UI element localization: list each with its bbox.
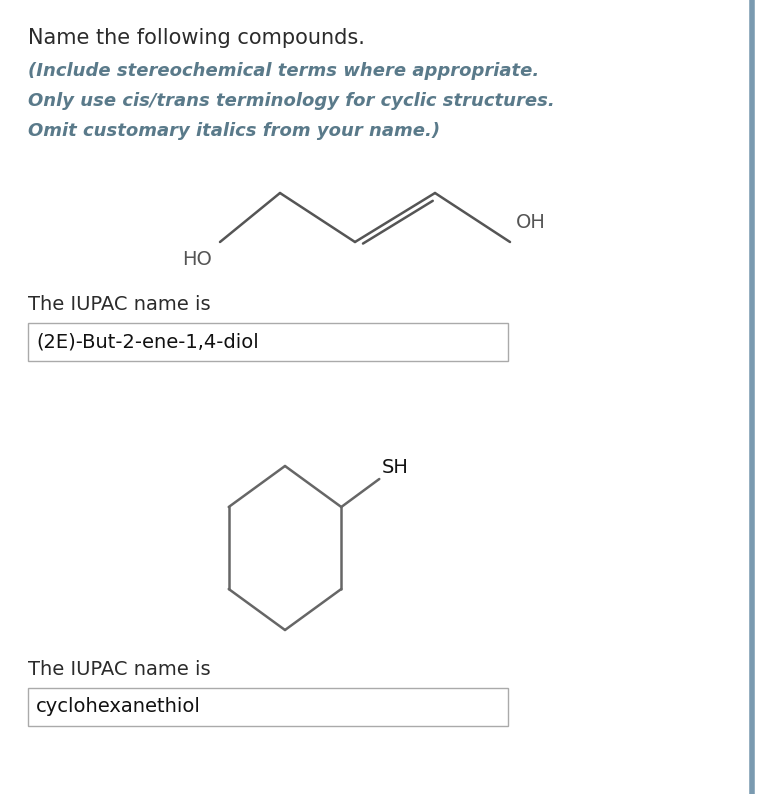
Text: Omit customary italics from your name.): Omit customary italics from your name.) <box>28 122 440 140</box>
Text: Name the following compounds.: Name the following compounds. <box>28 28 365 48</box>
Text: The IUPAC name is: The IUPAC name is <box>28 660 211 679</box>
Text: The IUPAC name is: The IUPAC name is <box>28 295 211 314</box>
Text: Only use cis/trans terminology for cyclic structures.: Only use cis/trans terminology for cycli… <box>28 92 555 110</box>
Text: SH: SH <box>382 458 408 477</box>
FancyBboxPatch shape <box>28 688 508 726</box>
Text: HO: HO <box>182 250 212 269</box>
Text: (Include stereochemical terms where appropriate.: (Include stereochemical terms where appr… <box>28 62 540 80</box>
Text: OH: OH <box>516 213 546 232</box>
Text: cyclohexanethiol: cyclohexanethiol <box>36 697 201 716</box>
FancyBboxPatch shape <box>28 323 508 361</box>
Text: (2E)-But-2-ene-1,4-diol: (2E)-But-2-ene-1,4-diol <box>36 333 258 352</box>
